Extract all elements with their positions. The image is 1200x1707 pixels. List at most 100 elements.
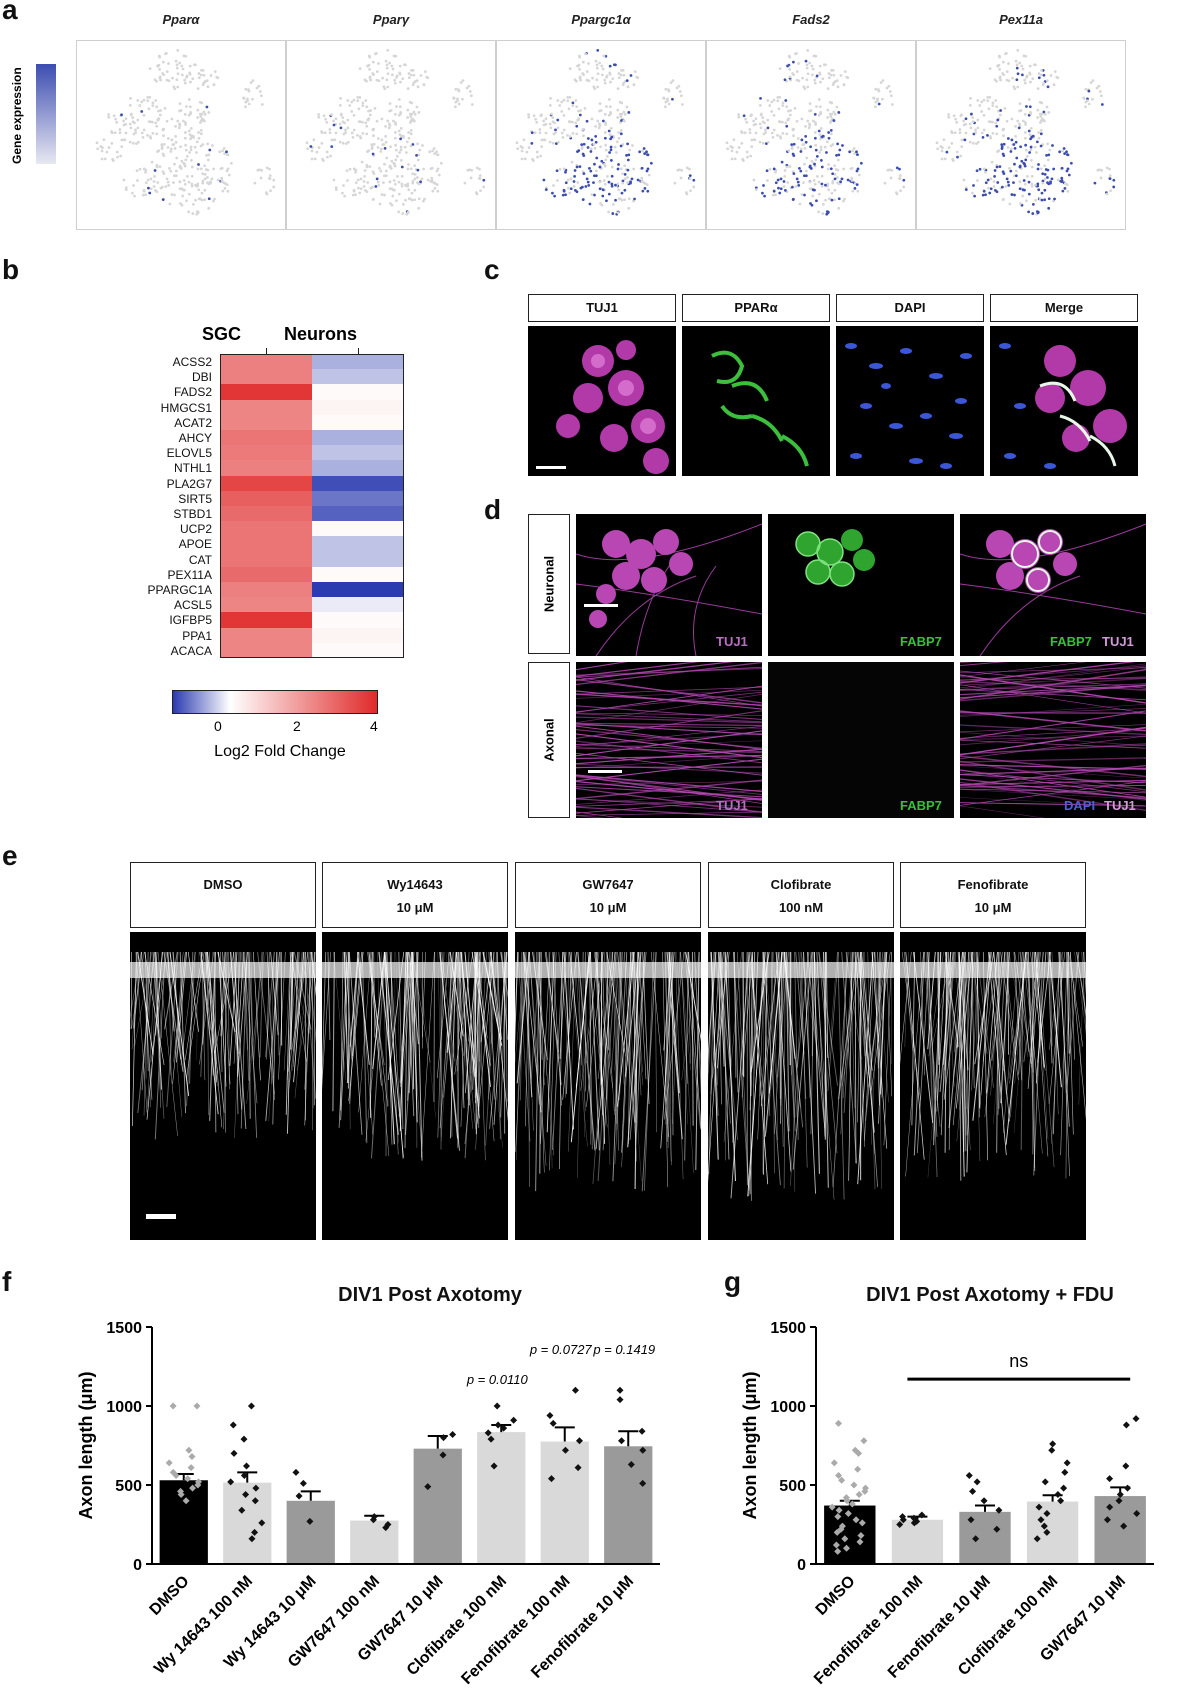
c-header-tuj1: TUJ1 [528, 294, 676, 322]
heatmap-cell [312, 384, 404, 401]
e-header: GW7647 10 μM [515, 862, 701, 928]
x-tick-label: Fenofibrate 100 nM [458, 1573, 573, 1688]
log2fc-colorbar [172, 690, 378, 714]
data-point [189, 1484, 197, 1492]
data-point [251, 1528, 259, 1536]
y-tick-label: 500 [779, 1478, 806, 1495]
panel-label-a: a [2, 0, 18, 25]
p-value-annotation: p = 0.0110 [466, 1372, 529, 1387]
c-image-merge [990, 326, 1138, 476]
data-point [965, 1472, 973, 1480]
data-point [1120, 1522, 1128, 1530]
heatmap-cell [312, 369, 404, 385]
data-point [306, 1517, 314, 1525]
bar [477, 1432, 526, 1564]
heatmap-cell [312, 642, 404, 659]
c-image-dapi [836, 326, 984, 476]
heatmap-cell [312, 475, 404, 492]
expression-legend-label: Gene expression [10, 67, 24, 164]
d-neuronal-tuj1-label: TUJ1 [716, 634, 748, 649]
heatmap-col-tick [358, 348, 359, 354]
e-header-drug: Wy14643 [387, 877, 443, 892]
data-point [969, 1487, 977, 1495]
tsne-plot [496, 40, 706, 230]
d-axonal-tuj1-label: TUJ1 [716, 798, 748, 813]
panel-label-f: f [2, 1266, 12, 1297]
panel-label-b: b [2, 254, 20, 285]
data-point [1040, 1522, 1048, 1530]
data-point [1041, 1478, 1049, 1486]
data-point [252, 1484, 260, 1492]
data-point [899, 1516, 907, 1524]
heatmap-row-label: AHCY [178, 431, 212, 445]
data-point [918, 1511, 926, 1519]
panel-label-g: g [724, 1266, 742, 1297]
data-point [844, 1509, 852, 1517]
data-point [177, 1490, 185, 1498]
y-tick-label: 1000 [106, 1399, 142, 1416]
heatmap-row-label: PLA2G7 [166, 476, 212, 491]
bar [604, 1446, 653, 1564]
heatmap-cell [312, 551, 404, 568]
data-point [424, 1483, 432, 1491]
data-point [910, 1519, 918, 1527]
error-bar [975, 1504, 995, 1512]
data-point [230, 1449, 238, 1457]
e-header: Clofibrate 100 nM [708, 862, 894, 928]
d-axonal-merge-label-tuj1: TUJ1 [1104, 798, 1136, 813]
c-image-pparalpha [682, 326, 830, 476]
data-point [487, 1435, 495, 1443]
bar [286, 1500, 335, 1564]
data-point [295, 1492, 303, 1500]
data-point [1133, 1509, 1141, 1517]
heatmap-cell [220, 597, 312, 613]
heatmap-row-label: CAT [188, 552, 212, 567]
heatmap-row-label: APOE [178, 537, 212, 552]
e-header: Wy14643 10 μM [322, 862, 508, 928]
e-header-dose: 10 μM [974, 900, 1012, 915]
error-bar [618, 1430, 639, 1447]
data-point [1054, 1490, 1062, 1498]
panel-label-d: d [484, 494, 502, 525]
tsne-plot [286, 40, 496, 230]
colorbar-tick-4: 4 [370, 718, 378, 734]
heatmap-row-label: ACSS2 [172, 355, 212, 369]
y-axis-label: Axon length (μm) [740, 1371, 760, 1519]
data-point [838, 1476, 846, 1484]
heatmap-cell [220, 566, 312, 583]
d-neuronal-merge-image [960, 514, 1146, 656]
data-point [858, 1519, 866, 1527]
data-point [1132, 1415, 1140, 1423]
heatmap-row-label: PPARGC1A [147, 583, 212, 597]
data-point [856, 1538, 864, 1546]
data-point [973, 1478, 981, 1486]
data-point [1106, 1475, 1114, 1483]
tsne-title: Pparγ [372, 12, 410, 27]
data-point [172, 1472, 180, 1480]
tsne-plot [706, 40, 916, 230]
heatmap-cell [312, 430, 404, 446]
expression-colorbar [36, 64, 56, 164]
data-point [185, 1446, 193, 1454]
heatmap-frame [220, 354, 404, 658]
data-point [1057, 1497, 1065, 1505]
c-header-dapi: DAPI [836, 294, 984, 322]
data-point [484, 1429, 492, 1437]
heatmap-row-label: NTHL1 [173, 461, 212, 476]
data-point [1116, 1490, 1124, 1498]
d-neuronal-tuj1-image [576, 514, 762, 656]
heatmap-cell [220, 430, 312, 446]
heatmap-cell [312, 566, 404, 583]
e-header-drug: GW7647 [582, 877, 634, 892]
data-point [639, 1479, 647, 1487]
data-point [616, 1386, 624, 1394]
heatmap-cell [312, 460, 404, 477]
tsne-plot [76, 40, 286, 230]
data-point [855, 1490, 863, 1498]
colorbar-tick-2: 2 [293, 718, 301, 734]
data-point [618, 1437, 626, 1445]
data-point [993, 1525, 1001, 1533]
data-point [857, 1532, 865, 1540]
data-point [850, 1481, 858, 1489]
y-tick-label: 1000 [770, 1399, 806, 1416]
